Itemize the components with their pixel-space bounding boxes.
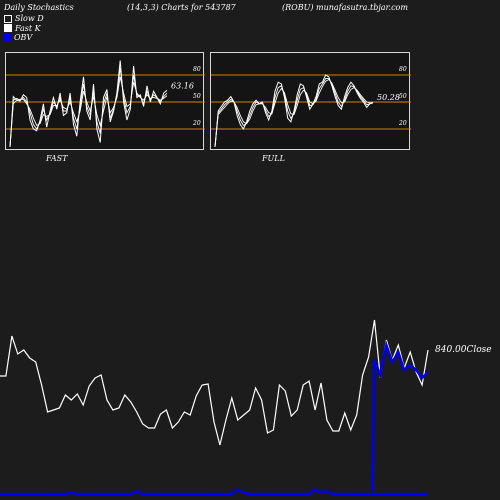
full-last-value-label: 50.28 <box>377 93 400 102</box>
legend-label-obv: OBV <box>14 33 33 42</box>
price-last-value-label: 840.00Close <box>435 345 492 355</box>
legend-label-fast-k: Fast K <box>15 23 41 33</box>
price-line <box>0 319 429 446</box>
legend-swatch-slow-d <box>4 14 12 23</box>
full-series-0 <box>214 74 374 148</box>
full-ytick-50: 50 <box>399 93 407 100</box>
full-ytick-20: 20 <box>398 120 407 127</box>
full-series-2 <box>214 78 373 148</box>
full-ytick-80: 80 <box>399 66 407 73</box>
legend-item-obv: OBV <box>4 33 44 43</box>
legend-label-slow-d: Slow D <box>15 14 44 23</box>
full-stochastic-panel: 20 50 80 50.28 <box>210 52 411 150</box>
legend-swatch-obv <box>4 34 11 42</box>
legend-item-slow-d: Slow D <box>4 14 44 24</box>
legend-item-fast-k: Fast K <box>4 24 44 34</box>
fast-stochastic-panel: 20 50 80 63.16 <box>5 52 205 150</box>
fast-ytick-20: 20 <box>192 120 201 127</box>
chart-title: Daily Stochastics <box>4 3 74 12</box>
fast-series-2 <box>9 76 168 148</box>
full-panel-label: FULL <box>262 154 285 163</box>
obv-line <box>371 340 429 493</box>
chart-source: (ROBU) munafasutra.tbjar.com <box>282 3 408 12</box>
fast-panel-label: FAST <box>46 154 68 163</box>
fast-ytick-80: 80 <box>193 66 201 73</box>
fast-ytick-50: 50 <box>193 93 201 100</box>
legend-swatch-fast-k <box>4 24 12 33</box>
fast-stochastic-plot: 20 50 80 63.16 <box>6 60 205 148</box>
obv-bottom-line <box>0 488 428 496</box>
chart-params: (14,3,3) Charts for 543787 <box>127 3 236 12</box>
fast-last-value-label: 63.16 <box>171 81 194 90</box>
full-stochastic-plot: 20 50 80 50.28 <box>211 66 411 148</box>
legend: Slow D Fast K OBV <box>4 14 44 43</box>
